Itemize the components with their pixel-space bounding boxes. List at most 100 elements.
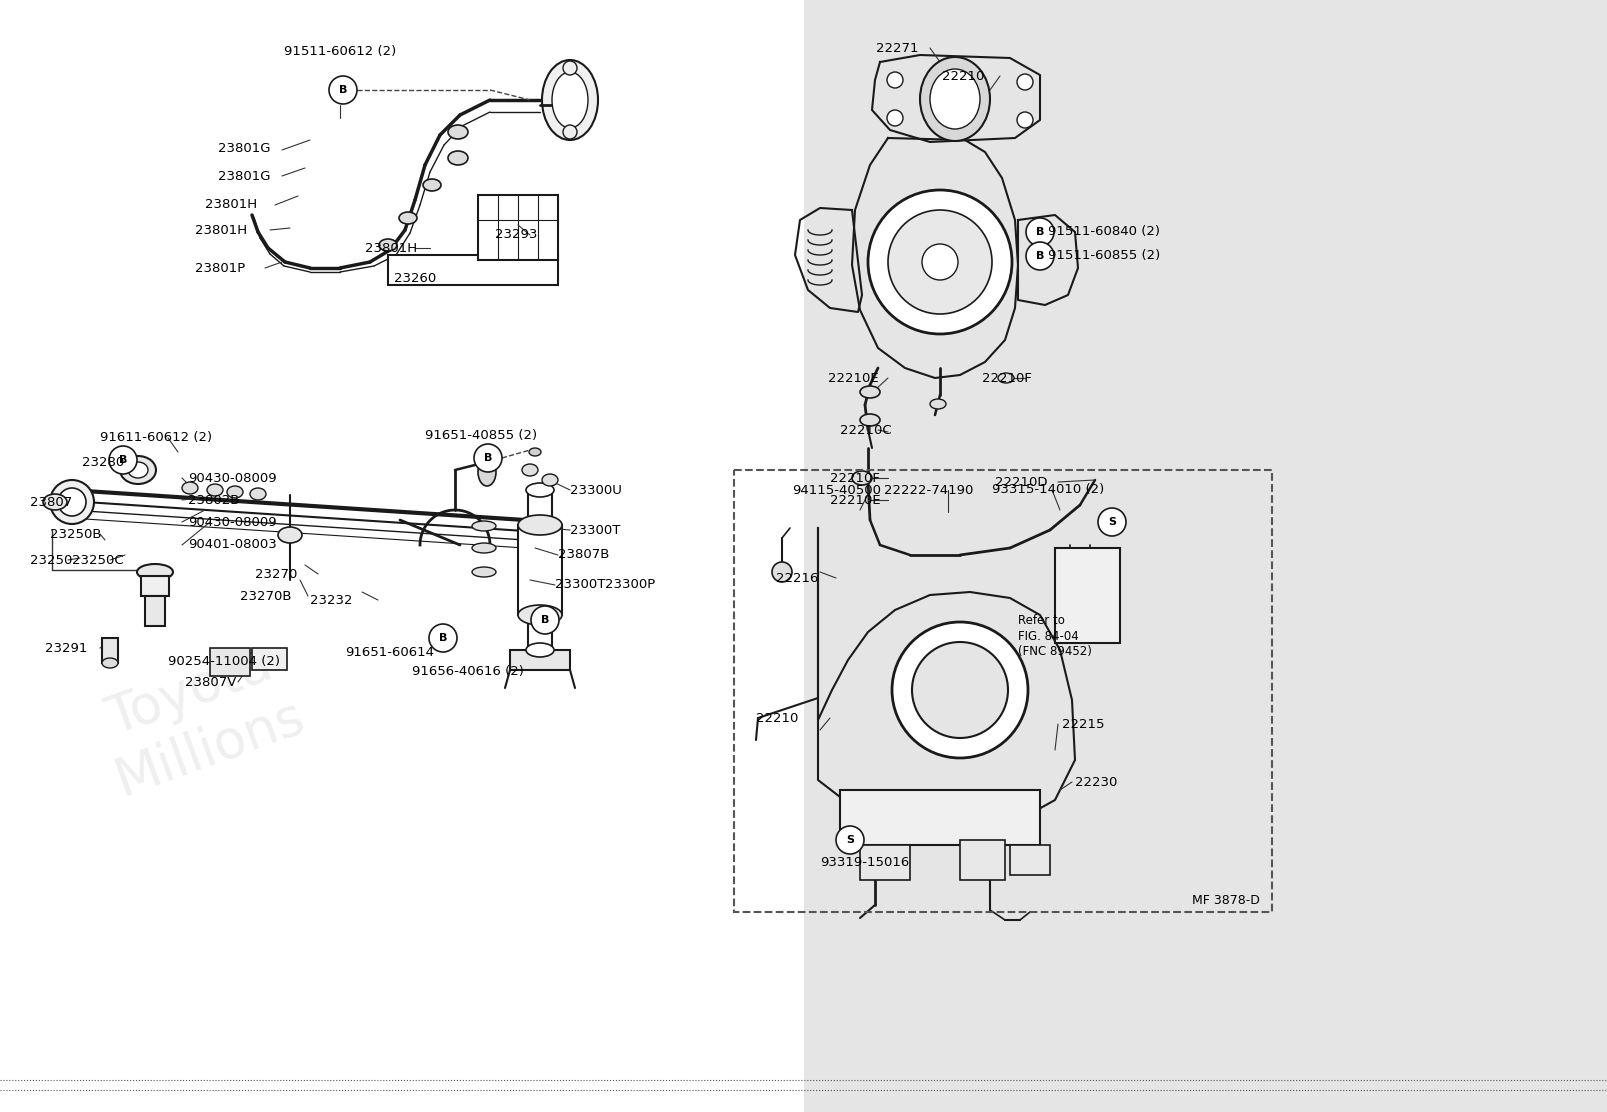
Ellipse shape xyxy=(448,151,468,165)
Text: 23801H: 23801H xyxy=(204,199,257,211)
Text: 23300U: 23300U xyxy=(569,484,622,496)
Ellipse shape xyxy=(517,515,562,535)
Circle shape xyxy=(771,562,792,582)
Circle shape xyxy=(562,61,577,75)
Ellipse shape xyxy=(542,474,558,486)
Text: B: B xyxy=(540,615,550,625)
Text: 22271: 22271 xyxy=(876,41,918,54)
Bar xyxy=(860,845,910,880)
Text: 23250C: 23250C xyxy=(72,554,124,566)
Circle shape xyxy=(109,446,137,474)
Text: 93315-14010 (2): 93315-14010 (2) xyxy=(992,484,1104,496)
Text: 22230: 22230 xyxy=(1075,775,1117,788)
Text: 91651-60614: 91651-60614 xyxy=(346,645,434,658)
Circle shape xyxy=(429,624,456,652)
Ellipse shape xyxy=(472,567,495,577)
Ellipse shape xyxy=(551,72,588,128)
Circle shape xyxy=(868,190,1011,334)
Text: 23250B: 23250B xyxy=(50,527,101,540)
Text: 22210D: 22210D xyxy=(995,476,1046,488)
Circle shape xyxy=(887,72,903,88)
Circle shape xyxy=(836,826,863,854)
Text: 23807V: 23807V xyxy=(185,675,236,688)
Circle shape xyxy=(329,76,357,105)
Bar xyxy=(959,840,1004,880)
Text: 23232: 23232 xyxy=(310,594,352,606)
Ellipse shape xyxy=(278,527,302,543)
Ellipse shape xyxy=(860,414,879,426)
Text: 22210: 22210 xyxy=(942,69,983,82)
Text: 23300T: 23300T xyxy=(569,524,620,536)
Text: 91611-60612 (2): 91611-60612 (2) xyxy=(100,431,212,445)
Text: 23300T: 23300T xyxy=(554,578,604,592)
Text: 23801P: 23801P xyxy=(194,261,246,275)
Circle shape xyxy=(1016,75,1032,90)
Text: S: S xyxy=(1107,517,1115,527)
Bar xyxy=(509,651,569,671)
Text: 90254-11004 (2): 90254-11004 (2) xyxy=(167,655,280,668)
Text: MF 3878-D: MF 3878-D xyxy=(1191,894,1260,906)
Text: 23801G: 23801G xyxy=(219,169,270,182)
Ellipse shape xyxy=(137,564,174,580)
Text: B: B xyxy=(339,85,347,95)
Text: (FNC 89452): (FNC 89452) xyxy=(1017,645,1091,658)
Text: 23807: 23807 xyxy=(31,496,72,508)
Text: 90430-08009: 90430-08009 xyxy=(188,471,276,485)
Bar xyxy=(733,470,1271,912)
Ellipse shape xyxy=(929,69,979,129)
Text: 22210C: 22210C xyxy=(839,424,890,437)
Ellipse shape xyxy=(472,543,495,553)
Text: B: B xyxy=(1035,251,1043,261)
Text: 23300P: 23300P xyxy=(604,578,654,592)
Bar xyxy=(1054,548,1120,643)
Bar xyxy=(839,790,1040,845)
Text: B: B xyxy=(439,633,447,643)
Text: 23270B: 23270B xyxy=(239,589,291,603)
Circle shape xyxy=(921,244,958,280)
Text: 23802B: 23802B xyxy=(188,494,239,506)
Ellipse shape xyxy=(852,471,871,485)
Text: 90401-08003: 90401-08003 xyxy=(188,538,276,552)
Text: 23801H: 23801H xyxy=(194,224,247,237)
Text: S: S xyxy=(845,835,853,845)
Circle shape xyxy=(1025,242,1053,270)
Text: 22215: 22215 xyxy=(1061,717,1104,731)
Text: 23807B: 23807B xyxy=(558,548,609,562)
Ellipse shape xyxy=(929,399,945,409)
Text: 90430-08009: 90430-08009 xyxy=(188,516,276,528)
Ellipse shape xyxy=(129,461,148,478)
Bar xyxy=(252,648,286,671)
Text: FIG. 84-04: FIG. 84-04 xyxy=(1017,629,1078,643)
Ellipse shape xyxy=(121,456,156,484)
Bar xyxy=(0,0,804,1112)
Text: 91511-60855 (2): 91511-60855 (2) xyxy=(1048,249,1160,262)
Circle shape xyxy=(474,444,501,471)
Text: 91651-40855 (2): 91651-40855 (2) xyxy=(424,428,537,441)
Ellipse shape xyxy=(472,522,495,532)
Ellipse shape xyxy=(423,179,440,191)
Circle shape xyxy=(1098,508,1125,536)
Circle shape xyxy=(58,488,85,516)
Ellipse shape xyxy=(525,643,554,657)
Text: 23280: 23280 xyxy=(82,456,124,468)
Text: 22210F: 22210F xyxy=(982,371,1032,385)
Ellipse shape xyxy=(477,458,495,486)
Bar xyxy=(804,0,1607,1112)
Text: 94115-40500: 94115-40500 xyxy=(792,484,881,496)
Text: B: B xyxy=(1035,227,1043,237)
Bar xyxy=(477,195,558,260)
Bar xyxy=(1009,845,1049,875)
Text: 23260: 23260 xyxy=(394,271,435,285)
Text: 22210: 22210 xyxy=(755,712,799,725)
Text: 22222-74190: 22222-74190 xyxy=(884,484,972,496)
Text: 22210F: 22210F xyxy=(829,471,879,485)
Text: 22216: 22216 xyxy=(776,572,818,585)
Ellipse shape xyxy=(43,494,67,510)
Text: Toyota
Millions: Toyota Millions xyxy=(88,634,312,806)
Bar xyxy=(101,638,117,663)
Ellipse shape xyxy=(101,658,117,668)
Bar xyxy=(387,255,558,285)
Text: 23801H: 23801H xyxy=(365,241,416,255)
Ellipse shape xyxy=(448,125,468,139)
Bar xyxy=(141,576,169,596)
